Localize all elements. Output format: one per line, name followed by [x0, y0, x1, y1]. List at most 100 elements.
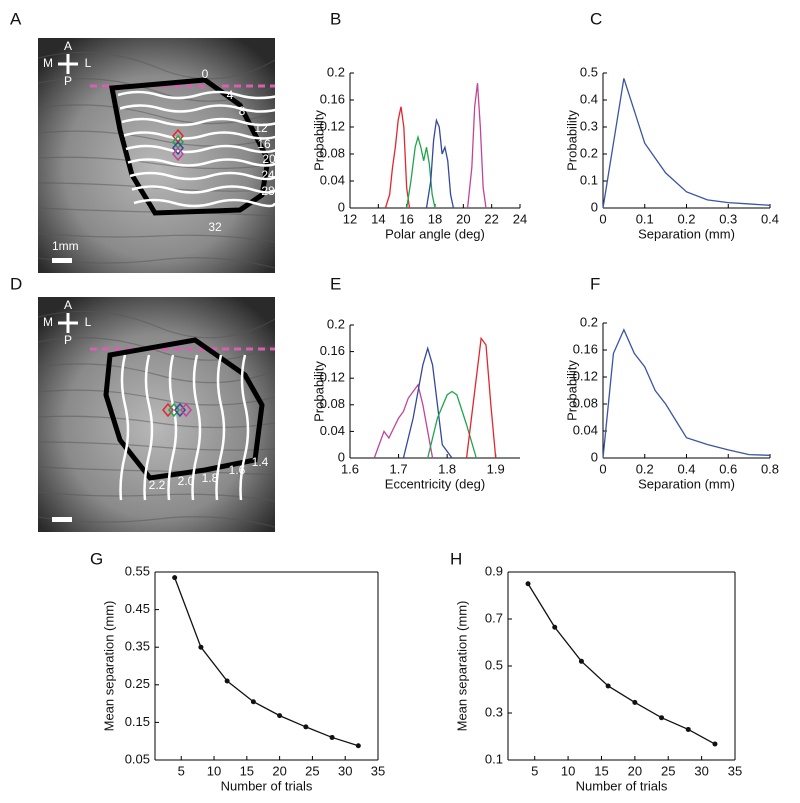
contour-label: 16 — [257, 137, 271, 151]
brain-image — [38, 38, 275, 273]
scale-bar — [52, 517, 72, 522]
y-tick-label: 0.4 — [580, 91, 598, 106]
panel-letter: D — [10, 274, 22, 293]
panel-letter: C — [590, 9, 602, 28]
x-tick-label: 18 — [428, 211, 442, 226]
compass-label: P — [64, 74, 72, 88]
x-tick-label: 15 — [594, 763, 608, 778]
iso-contour — [133, 198, 277, 208]
data-line — [602, 328, 771, 459]
x-tick-label: 15 — [240, 763, 254, 778]
data-point — [578, 658, 584, 664]
iso-contour — [123, 131, 281, 140]
vessel — [37, 130, 276, 147]
y-tick-label: 0.9 — [485, 563, 503, 578]
iso-contour — [119, 104, 283, 113]
contour-label: 1.8 — [202, 471, 219, 485]
compass-label: L — [85, 56, 92, 70]
x-tick-label: 0.2 — [636, 461, 654, 476]
y-axis-label: Probability — [311, 110, 326, 171]
x-tick-label: 12 — [343, 211, 357, 226]
compass-label: A — [64, 298, 72, 312]
compass-label: M — [43, 315, 53, 329]
data-line — [465, 336, 497, 459]
contour-label: 2.2 — [149, 478, 166, 492]
x-tick-label: 1.6 — [341, 461, 359, 476]
y-tick-label: 0.05 — [125, 751, 150, 766]
scale-bar — [52, 258, 72, 263]
iso-contour — [131, 185, 278, 194]
vessel — [37, 156, 276, 170]
x-tick-label: 20 — [272, 763, 286, 778]
vessel — [37, 389, 276, 406]
compass-label: A — [64, 39, 72, 53]
y-tick-label: 0.12 — [320, 118, 345, 133]
contour-label: 4 — [227, 88, 234, 102]
x-tick-label: 20 — [456, 211, 470, 226]
iso-contour — [129, 171, 278, 181]
x-tick-label: 5 — [531, 763, 538, 778]
data-point — [329, 734, 335, 740]
x-tick-label: 22 — [484, 211, 498, 226]
y-axis-label: Probability — [311, 361, 326, 422]
y-tick-label: 0.45 — [125, 601, 150, 616]
data-line — [602, 78, 771, 209]
contour-label: 1.6 — [229, 463, 246, 477]
contour-label: 28 — [261, 184, 275, 198]
iso-contour — [191, 354, 202, 501]
y-tick-label: 0 — [591, 449, 598, 464]
vessel — [37, 257, 276, 269]
y-tick-label: 0.16 — [320, 91, 345, 106]
contour-label: 8 — [239, 104, 246, 118]
x-tick-label: 30 — [338, 763, 352, 778]
data-point — [250, 699, 256, 705]
x-tick-label: 0 — [599, 461, 606, 476]
data-point — [685, 726, 691, 732]
x-tick-label: 16 — [399, 211, 413, 226]
scale-label: 1mm — [52, 239, 79, 253]
data-line — [384, 106, 411, 209]
y-axis-label: Probability — [564, 360, 579, 421]
compass-label: P — [64, 333, 72, 347]
data-point — [355, 743, 361, 749]
y-axis-label: Mean separation (mm) — [454, 601, 469, 732]
x-tick-label: 0.3 — [719, 211, 737, 226]
contour-label: 12 — [254, 121, 268, 135]
x-axis-label: Number of trials — [221, 778, 313, 793]
iso-contour — [167, 354, 178, 501]
y-tick-label: 0.2 — [580, 314, 598, 329]
y-tick-label: 0.04 — [573, 422, 598, 437]
iso-contour — [127, 158, 279, 167]
y-tick-label: 0.25 — [125, 676, 150, 691]
x-tick-label: 1.8 — [438, 461, 456, 476]
vessel — [37, 232, 276, 243]
y-tick-label: 0.55 — [125, 563, 150, 578]
x-tick-label: 0.4 — [677, 461, 695, 476]
x-tick-label: 10 — [207, 763, 221, 778]
panel-letter: B — [330, 9, 341, 28]
data-point — [277, 713, 283, 719]
data-line — [373, 383, 434, 459]
data-point — [303, 724, 309, 730]
y-tick-label: 0.16 — [573, 341, 598, 356]
iso-contour — [119, 354, 130, 501]
y-tick-label: 0.16 — [320, 343, 345, 358]
y-tick-label: 0.3 — [580, 118, 598, 133]
x-axis-label: Eccentricity (deg) — [385, 476, 485, 491]
data-point — [172, 575, 178, 581]
panel-letter: E — [330, 274, 341, 293]
x-tick-label: 35 — [728, 763, 742, 778]
x-tick-label: 24 — [513, 211, 527, 226]
compass-label: L — [85, 315, 92, 329]
x-axis-label: Separation (mm) — [638, 226, 735, 241]
y-tick-label: 0.04 — [320, 172, 345, 187]
y-axis-label: Probability — [564, 110, 579, 171]
x-tick-label: 14 — [371, 211, 385, 226]
data-point — [712, 741, 718, 747]
x-tick-label: 25 — [661, 763, 675, 778]
y-tick-label: 0 — [338, 449, 345, 464]
y-tick-label: 0.08 — [320, 396, 345, 411]
x-tick-label: 0 — [599, 211, 606, 226]
contour-label: 2.0 — [178, 474, 195, 488]
